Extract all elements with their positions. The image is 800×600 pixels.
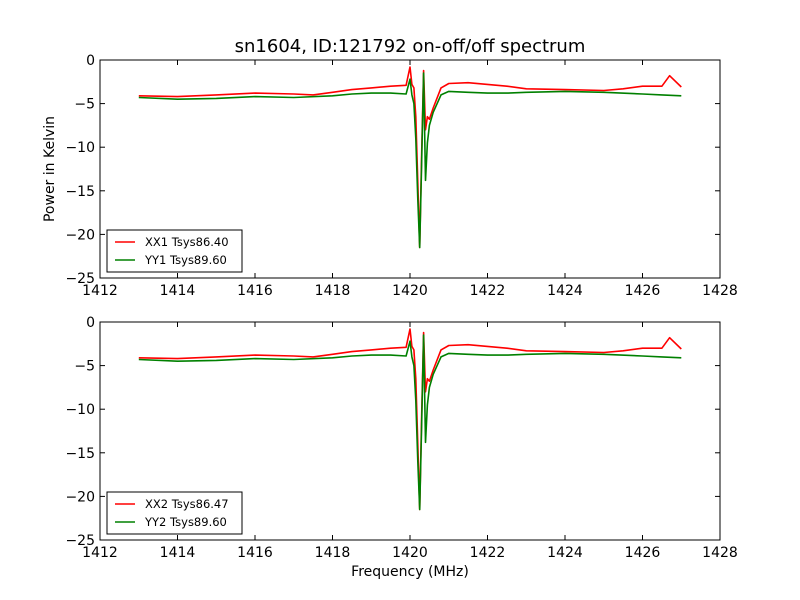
y-tick-label: 0 [86,315,95,331]
x-tick-label: 1420 [392,283,428,299]
legend-label: XX2 Tsys86.47 [145,497,229,511]
y-tick-label: −15 [65,446,95,462]
y-tick-label: −5 [74,97,95,113]
x-tick-label: 1414 [160,283,196,299]
x-tick-label: 1424 [547,545,583,561]
x-tick-label: 1414 [160,545,196,561]
x-tick-label: 1420 [392,545,428,561]
x-tick-label: 1428 [702,545,738,561]
x-tick-label: 1426 [625,283,661,299]
y-tick-label: −25 [65,533,95,549]
y-axis-label: Power in Kelvin [42,116,58,222]
y-tick-label: −10 [65,140,95,156]
plot-frame [99,59,721,279]
y-tick-label: −10 [65,402,95,418]
figure-title: sn1604, ID:121792 on-off/off spectrum [235,36,586,57]
legend-box [106,229,243,273]
plot-frame [99,321,721,541]
series-line-yy1 [138,72,682,249]
x-tick-label: 1412 [82,283,118,299]
x-axis-label: Frequency (MHz) [351,564,469,580]
x-tick-label: 1416 [237,283,273,299]
legend-label: XX1 Tsys86.40 [145,235,229,249]
series-line-yy2 [138,334,682,511]
bottom-panel: 1412 1414 1416 1418 1420 1422 1424 1426 1428 0 −5 −… [65,315,737,561]
x-tick-label: 1422 [470,545,506,561]
y-tick-label: −5 [74,359,95,375]
x-tick-label: 1418 [315,283,351,299]
y-tick-label: −20 [65,227,95,243]
legend-label: YY2 Tsys89.60 [144,515,227,529]
x-tick-label: 1416 [237,545,273,561]
x-tick-label: 1428 [702,283,738,299]
top-panel: 1412 1414 1416 1418 1420 1422 1424 1426 1428 0 −5 −… [65,53,737,299]
y-tick-label: 0 [86,53,95,69]
legend-label: YY1 Tsys89.60 [144,253,227,267]
y-tick-label: −25 [65,271,95,287]
legend-box [106,491,243,535]
x-tick-label: 1422 [470,283,506,299]
x-tick-label: 1424 [547,283,583,299]
y-tick-label: −20 [65,489,95,505]
x-tick-label: 1418 [315,545,351,561]
x-tick-label: 1426 [625,545,661,561]
x-tick-label: 1412 [82,545,118,561]
y-tick-label: −15 [65,184,95,200]
